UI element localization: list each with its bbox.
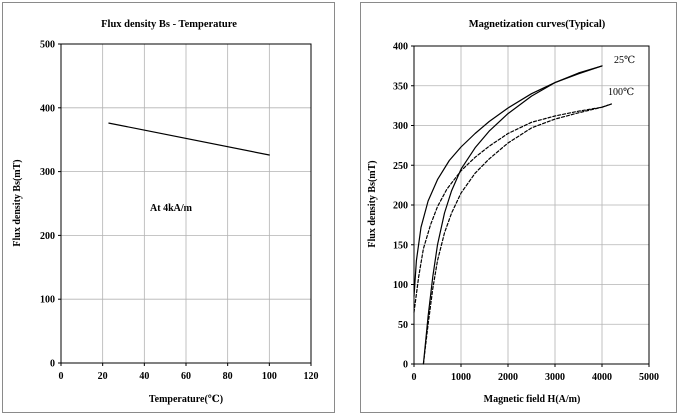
y-tick-label: 350 (393, 81, 408, 92)
x-tick-label: 3000 (545, 372, 565, 383)
series-line-0-segment-1 (422, 65, 603, 365)
y-tick-label: 250 (393, 161, 408, 172)
y-tick-label: 500 (40, 40, 55, 51)
x-tick-label: 40 (139, 371, 149, 382)
x-tick-label: 0 (412, 372, 417, 383)
x-tick-label: 60 (181, 371, 191, 382)
y-tick-label: 0 (403, 360, 408, 371)
x-tick-label: 120 (304, 371, 319, 382)
x-tick-label: 0 (59, 371, 64, 382)
y-tick-label: 300 (40, 167, 55, 178)
chart-panel-magnetization: Magnetization curves(Typical) Magnetic f… (360, 2, 677, 413)
chart-magnetization: Magnetization curves(Typical) Magnetic f… (367, 19, 659, 405)
y-tick-label: 400 (393, 42, 408, 53)
y-tick-label: 100 (393, 280, 408, 291)
y-tick-label: 400 (40, 103, 55, 114)
annotation-label: At 4kA/m (150, 203, 193, 214)
series-line-1-segment-1 (422, 103, 612, 365)
x-axis-label: Temperature(℃) (149, 394, 223, 405)
y-tick-label: 50 (398, 320, 408, 331)
x-tick-label: 1000 (451, 372, 471, 383)
y-tick-label: 200 (393, 201, 408, 212)
chart-temperature: Flux density Bs - Temperature Temperatur… (12, 19, 319, 405)
x-tick-label: 2000 (498, 372, 518, 383)
x-tick-label: 5000 (639, 372, 659, 383)
y-tick-label: 100 (40, 295, 55, 306)
x-axis-label: Magnetic field H(A/m) (484, 394, 581, 405)
series-line-1-segment-0 (413, 103, 612, 313)
x-tick-label: 20 (98, 371, 108, 382)
x-tick-label: 80 (223, 371, 233, 382)
y-tick-label: 200 (40, 231, 55, 242)
chart-panel-temperature: Flux density Bs - Temperature Temperatur… (2, 2, 335, 413)
y-tick-label: 0 (50, 359, 55, 370)
chart-title: Flux density Bs - Temperature (101, 19, 237, 30)
y-tick-label: 300 (393, 121, 408, 132)
x-tick-label: 100 (262, 371, 277, 382)
series-label-25c: 25℃ (614, 55, 635, 66)
chart-title: Magnetization curves(Typical) (469, 19, 606, 30)
series-label-100c: 100℃ (608, 87, 634, 98)
x-tick-label: 4000 (592, 372, 612, 383)
y-axis-label: Flux density Bs(mT) (12, 159, 23, 246)
y-axis-label: Flux density Bs(mT) (367, 160, 378, 247)
series-line-0-segment-0 (108, 122, 270, 156)
y-tick-label: 150 (393, 240, 408, 251)
